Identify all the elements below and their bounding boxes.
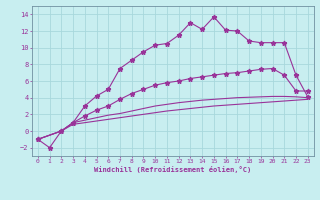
X-axis label: Windchill (Refroidissement éolien,°C): Windchill (Refroidissement éolien,°C) (94, 166, 252, 173)
